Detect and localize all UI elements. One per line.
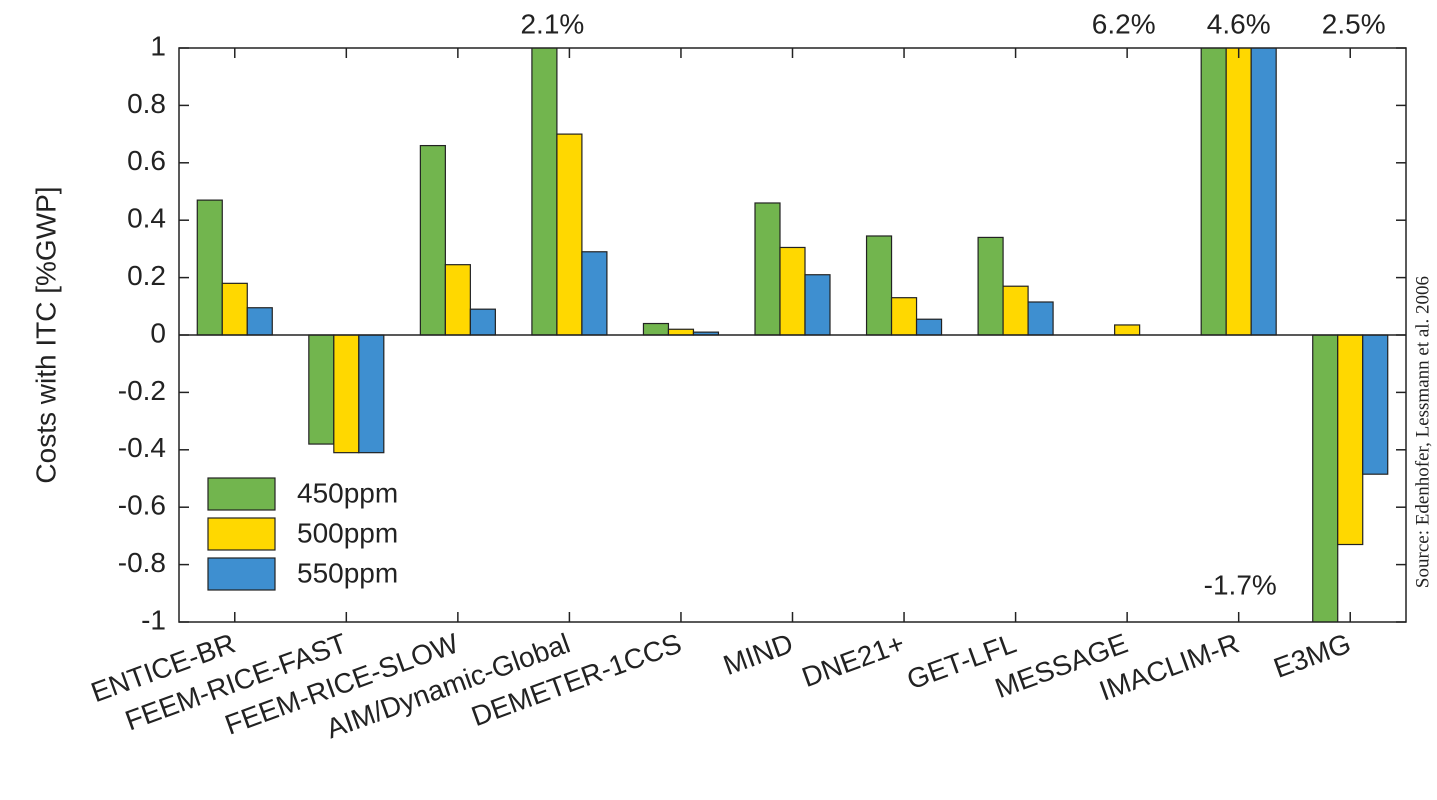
legend-label: 450ppm [297, 477, 398, 508]
source-note: Source: Edenhofer, Lessmann et al. 2006 [1412, 276, 1433, 588]
bar [890, 297, 918, 336]
bar [221, 282, 248, 336]
y-tick-label: 1 [150, 30, 166, 61]
y-tick-label: -0.2 [118, 375, 166, 406]
y-tick-label: -0.4 [118, 432, 166, 463]
bar [977, 236, 1004, 336]
legend-swatch [207, 517, 276, 551]
bar [915, 318, 943, 336]
value-label: -1.7% [1204, 569, 1277, 600]
y-tick-label: -0.6 [118, 490, 166, 521]
bar [1362, 334, 1389, 475]
bar [556, 133, 583, 336]
bar [531, 48, 558, 336]
y-tick-label: 0.8 [127, 88, 166, 119]
bars [196, 48, 1389, 622]
bar [667, 328, 695, 336]
legend-label: 500ppm [297, 517, 398, 548]
x-tick-label: E3MG [1270, 627, 1355, 683]
bar [1312, 334, 1339, 622]
bar [581, 251, 608, 336]
legend-swatch [207, 557, 276, 591]
bar [754, 202, 781, 336]
bar [779, 246, 806, 336]
y-tick-label: -1 [141, 604, 166, 635]
legend-label: 550ppm [297, 557, 398, 588]
y-tick-label: 0.4 [127, 203, 166, 234]
x-tick-label: MIND [719, 627, 797, 681]
x-tick-label: DNE21+ [798, 627, 909, 693]
bar [804, 274, 831, 336]
bar [642, 322, 670, 336]
bar [1200, 48, 1227, 336]
bar [308, 334, 335, 445]
y-axis-label: Costs with ITC [%GWP] [30, 186, 61, 483]
legend-swatch [207, 477, 276, 511]
bar [196, 199, 223, 336]
plot-frame [178, 47, 1407, 623]
bar [358, 334, 385, 454]
bar [1027, 301, 1054, 336]
bar [469, 308, 496, 336]
y-tick-label: -0.8 [118, 547, 166, 578]
y-tick-label: 0 [150, 317, 166, 348]
value-label: 2.1% [520, 8, 584, 39]
value-label: 2.5% [1322, 8, 1386, 39]
bar [1337, 334, 1364, 546]
y-tick-label: 0.6 [127, 145, 166, 176]
bar [1002, 285, 1029, 336]
bar [1250, 48, 1277, 336]
bar [333, 334, 360, 454]
bar [444, 264, 471, 336]
y-tick-label: 0.2 [127, 260, 166, 291]
value-label: 4.6% [1207, 8, 1271, 39]
bar [246, 307, 273, 336]
bar [865, 235, 893, 336]
bar [1114, 324, 1141, 336]
value-label: 6.2% [1092, 8, 1156, 39]
bar [419, 144, 446, 336]
